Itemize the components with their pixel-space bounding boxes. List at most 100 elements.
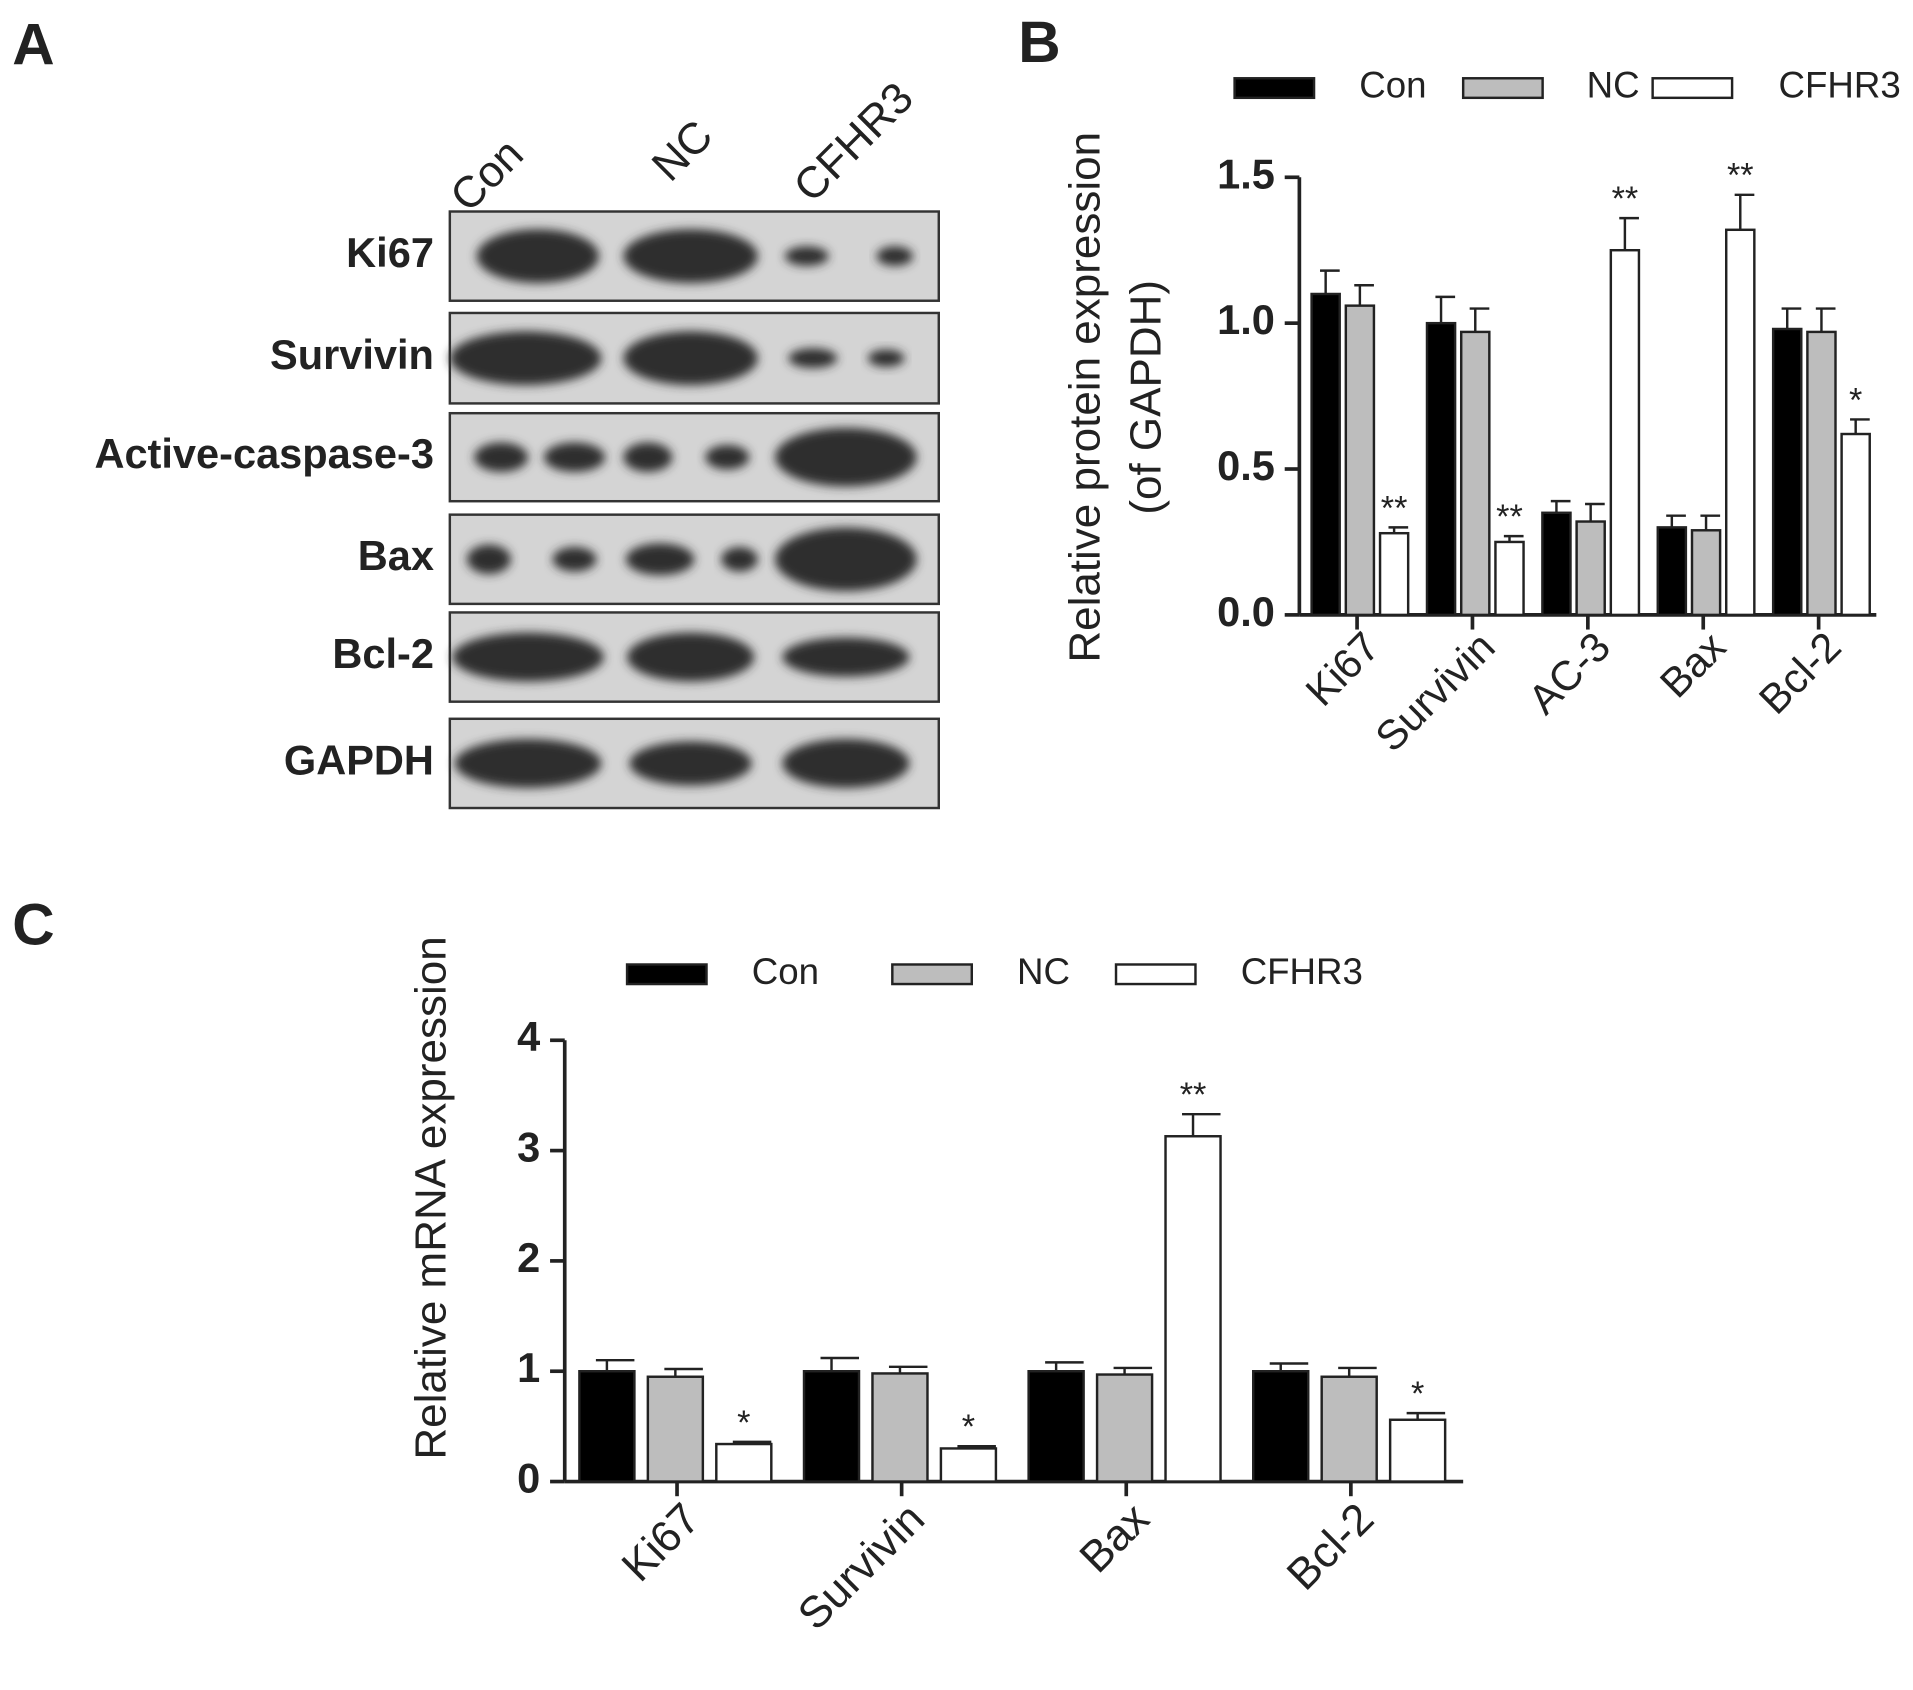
bar — [1690, 529, 1722, 617]
bar — [1840, 432, 1871, 617]
bar — [1164, 1135, 1222, 1483]
legend-swatch — [625, 963, 708, 986]
blot-band — [627, 632, 755, 682]
panel-label: A — [12, 12, 54, 77]
legend-label: NC — [1587, 65, 1640, 106]
x-tick-label: AC-3 — [1519, 623, 1619, 723]
row-label: Bax — [358, 532, 434, 579]
x-tick-label: Bax — [1651, 623, 1735, 707]
bar — [1541, 511, 1572, 617]
legend-label: Con — [752, 951, 819, 992]
bar — [1310, 292, 1341, 617]
bar — [871, 1372, 929, 1483]
legend-swatch — [1461, 77, 1544, 100]
blot-band — [552, 547, 597, 572]
y-tick-label: 4 — [517, 1013, 540, 1060]
blot-band — [474, 442, 529, 472]
y-tick-label: 0.0 — [1217, 588, 1275, 635]
bar — [1609, 248, 1641, 617]
row-label: Ki67 — [346, 229, 434, 276]
blot-band — [774, 427, 917, 487]
blot-band — [466, 544, 511, 574]
bar — [1656, 526, 1688, 617]
legend-swatch — [1114, 963, 1197, 986]
bar — [1725, 228, 1756, 617]
bar — [1459, 330, 1491, 617]
bar — [1095, 1373, 1154, 1483]
bar — [1575, 520, 1606, 617]
significance-mark: ** — [1180, 1076, 1207, 1114]
blot-band — [782, 738, 910, 788]
blot-band — [867, 349, 905, 367]
row-label: Survivin — [270, 331, 434, 378]
bar — [1494, 540, 1525, 617]
bar — [1252, 1370, 1310, 1483]
row-label: Bcl-2 — [332, 630, 434, 677]
y-axis-label: Relative protein expression — [1061, 132, 1110, 663]
y-tick-label: 0 — [517, 1455, 540, 1502]
x-tick-label: Survivin — [789, 1494, 934, 1639]
row-label: Active-caspase-3 — [94, 430, 434, 477]
bar — [1378, 531, 1410, 617]
y-tick-label: 3 — [517, 1124, 540, 1171]
bar — [1320, 1375, 1378, 1483]
panel-label: C — [12, 893, 54, 958]
bar — [802, 1370, 861, 1483]
bar — [646, 1375, 705, 1483]
blot-band — [623, 229, 758, 284]
blot-band — [629, 741, 752, 786]
blot-band — [784, 246, 829, 266]
legend-swatch — [891, 963, 974, 986]
significance-mark: * — [1411, 1375, 1424, 1413]
significance-mark: * — [962, 1408, 975, 1446]
bar — [1806, 330, 1837, 617]
x-tick-label: Bcl-2 — [1278, 1494, 1384, 1600]
significance-mark: * — [1849, 381, 1862, 419]
legend-label: CFHR3 — [1241, 951, 1363, 992]
blot-band — [449, 331, 602, 386]
legend-swatch — [1651, 77, 1734, 100]
lane-label: CFHR3 — [784, 73, 922, 211]
bar — [578, 1370, 636, 1483]
bar — [939, 1447, 998, 1483]
x-tick-label: Survivin — [1366, 623, 1504, 761]
blot-band — [721, 547, 758, 572]
y-tick-label: 1.0 — [1217, 296, 1275, 343]
blot-band — [782, 637, 910, 677]
lane-label: Con — [441, 129, 533, 221]
x-tick-label: Bax — [1070, 1494, 1158, 1582]
blot-band — [454, 738, 602, 788]
blot-band — [788, 348, 838, 368]
y-tick-label: 0.5 — [1217, 442, 1275, 489]
bar — [1771, 327, 1803, 617]
row-label: GAPDH — [284, 736, 434, 783]
significance-mark: ** — [1612, 180, 1639, 218]
blot-band — [623, 331, 758, 386]
significance-mark: ** — [1496, 498, 1523, 536]
bar — [1425, 321, 1457, 617]
significance-mark: ** — [1727, 157, 1754, 195]
bar — [1344, 304, 1376, 617]
x-tick-label: Ki67 — [613, 1494, 710, 1591]
blot-band — [452, 632, 604, 682]
y-tick-label: 2 — [517, 1234, 540, 1281]
lane-label: NC — [643, 111, 723, 191]
y-axis-label: Relative mRNA expression — [407, 936, 456, 1459]
y-axis-label: (of GAPDH) — [1122, 280, 1171, 515]
blot-band — [876, 246, 914, 266]
panel-label: B — [1018, 10, 1060, 75]
blot-band — [625, 543, 695, 576]
blot-band — [543, 442, 606, 472]
significance-mark: * — [737, 1404, 750, 1442]
significance-mark: ** — [1381, 489, 1408, 527]
blot-band — [705, 444, 750, 470]
legend-label: CFHR3 — [1779, 65, 1901, 106]
bar — [1388, 1418, 1447, 1483]
x-tick-label: Bcl-2 — [1750, 623, 1850, 723]
blot-band — [774, 527, 917, 592]
blot-band — [623, 442, 673, 472]
bar — [1027, 1370, 1085, 1483]
y-tick-label: 1.5 — [1217, 150, 1275, 197]
legend-label: NC — [1017, 951, 1070, 992]
